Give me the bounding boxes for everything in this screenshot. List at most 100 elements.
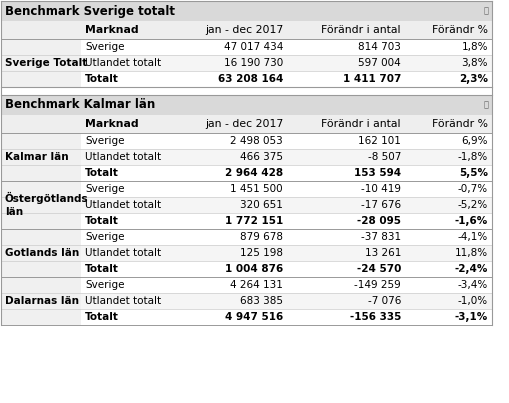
Text: jan - dec 2017: jan - dec 2017 [205, 119, 283, 129]
Text: 879 678: 879 678 [240, 232, 283, 242]
Text: -1,6%: -1,6% [455, 216, 488, 226]
Text: 6,9%: 6,9% [462, 136, 488, 146]
Text: Sverige: Sverige [85, 280, 125, 290]
Text: Kalmar län: Kalmar län [5, 152, 69, 162]
Bar [81, 197, 492, 213]
Text: Dalarnas län: Dalarnas län [5, 296, 79, 306]
Text: -2,4%: -2,4% [455, 264, 488, 274]
Text: 1 411 707: 1 411 707 [343, 74, 401, 84]
Bar [1, 95, 492, 115]
Text: Utlandet totalt: Utlandet totalt [85, 296, 161, 306]
Text: Utlandet totalt: Utlandet totalt [85, 200, 161, 210]
Bar [81, 149, 492, 165]
Text: Utlandet totalt: Utlandet totalt [85, 248, 161, 258]
Text: ⎘: ⎘ [484, 6, 489, 15]
Bar [1, 133, 81, 181]
Bar [81, 181, 492, 197]
Bar [81, 133, 492, 149]
Text: Totalt: Totalt [85, 312, 119, 322]
Text: Utlandet totalt: Utlandet totalt [85, 58, 161, 68]
Text: 597 004: 597 004 [358, 58, 401, 68]
Text: Sverige: Sverige [85, 232, 125, 242]
Text: 1 772 151: 1 772 151 [225, 216, 283, 226]
Text: Benchmark Sverige totalt: Benchmark Sverige totalt [5, 4, 175, 17]
Bar [81, 213, 492, 229]
Text: 47 017 434: 47 017 434 [223, 42, 283, 52]
Bar [1, 21, 492, 39]
Text: 1 004 876: 1 004 876 [225, 264, 283, 274]
Bar [81, 39, 492, 55]
Bar [1, 1, 492, 21]
Text: Östergötlands: Östergötlands [5, 192, 89, 204]
Text: -37 831: -37 831 [361, 232, 401, 242]
Text: jan - dec 2017: jan - dec 2017 [205, 25, 283, 35]
Text: -24 570: -24 570 [357, 264, 401, 274]
Text: 162 101: 162 101 [358, 136, 401, 146]
Text: Totalt: Totalt [85, 74, 119, 84]
Bar [1, 229, 81, 277]
Bar [81, 165, 492, 181]
Bar [81, 277, 492, 293]
Text: -17 676: -17 676 [361, 200, 401, 210]
Text: Förändr i antal: Förändr i antal [322, 25, 401, 35]
Text: ⎘: ⎘ [484, 100, 489, 110]
Text: 13 261: 13 261 [364, 248, 401, 258]
Text: Förändr %: Förändr % [432, 25, 488, 35]
Text: -7 076: -7 076 [367, 296, 401, 306]
Text: -4,1%: -4,1% [458, 232, 488, 242]
Text: 2 964 428: 2 964 428 [225, 168, 283, 178]
Bar [81, 245, 492, 261]
Text: -10 419: -10 419 [361, 184, 401, 194]
Bar [81, 71, 492, 87]
Text: 11,8%: 11,8% [455, 248, 488, 258]
Text: -1,0%: -1,0% [458, 296, 488, 306]
Text: Sverige: Sverige [85, 184, 125, 194]
Text: 1,8%: 1,8% [462, 42, 488, 52]
Text: -8 507: -8 507 [367, 152, 401, 162]
Text: Gotlands län: Gotlands län [5, 248, 79, 258]
Bar [1, 181, 81, 229]
Text: 16 190 730: 16 190 730 [224, 58, 283, 68]
Text: -5,2%: -5,2% [458, 200, 488, 210]
Text: 683 385: 683 385 [240, 296, 283, 306]
Text: Sverige: Sverige [85, 136, 125, 146]
Text: 466 375: 466 375 [240, 152, 283, 162]
Bar [81, 261, 492, 277]
Text: 2 498 053: 2 498 053 [230, 136, 283, 146]
Bar [81, 55, 492, 71]
Bar [1, 87, 492, 95]
Text: 4 264 131: 4 264 131 [230, 280, 283, 290]
Text: Sverige Totalt: Sverige Totalt [5, 58, 87, 68]
Text: -156 335: -156 335 [350, 312, 401, 322]
Text: Totalt: Totalt [85, 216, 119, 226]
Bar [1, 115, 492, 133]
Bar [81, 229, 492, 245]
Text: 2,3%: 2,3% [459, 74, 488, 84]
Bar [1, 39, 81, 87]
Text: -3,1%: -3,1% [455, 312, 488, 322]
Bar [1, 277, 81, 325]
Text: Sverige: Sverige [85, 42, 125, 52]
Text: -1,8%: -1,8% [458, 152, 488, 162]
Text: Marknad: Marknad [85, 119, 138, 129]
Text: 320 651: 320 651 [240, 200, 283, 210]
Text: Utlandet totalt: Utlandet totalt [85, 152, 161, 162]
Text: -0,7%: -0,7% [458, 184, 488, 194]
Text: Marknad: Marknad [85, 25, 138, 35]
Text: 4 947 516: 4 947 516 [225, 312, 283, 322]
Bar [81, 309, 492, 325]
Text: -3,4%: -3,4% [458, 280, 488, 290]
Text: Benchmark Kalmar län: Benchmark Kalmar län [5, 98, 155, 112]
Bar [81, 293, 492, 309]
Text: Totalt: Totalt [85, 168, 119, 178]
Text: -28 095: -28 095 [357, 216, 401, 226]
Text: 125 198: 125 198 [240, 248, 283, 258]
Text: Förändr %: Förändr % [432, 119, 488, 129]
Text: 1 451 500: 1 451 500 [231, 184, 283, 194]
Text: 153 594: 153 594 [354, 168, 401, 178]
Text: -149 259: -149 259 [354, 280, 401, 290]
Text: Förändr i antal: Förändr i antal [322, 119, 401, 129]
Text: 5,5%: 5,5% [459, 168, 488, 178]
Text: 63 208 164: 63 208 164 [218, 74, 283, 84]
Text: län: län [5, 207, 23, 217]
